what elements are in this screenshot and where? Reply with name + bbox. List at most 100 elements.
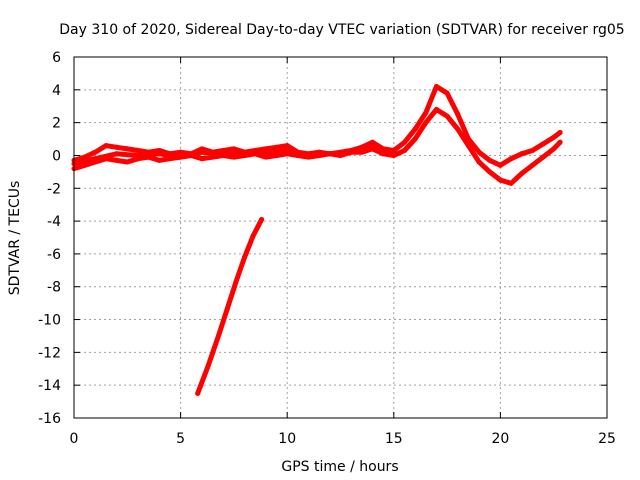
data-point bbox=[423, 120, 429, 126]
data-point bbox=[370, 144, 375, 150]
data-point bbox=[82, 162, 88, 168]
data-point bbox=[465, 143, 471, 149]
data-point bbox=[103, 143, 109, 149]
data-point bbox=[259, 217, 265, 222]
data-series bbox=[71, 84, 563, 396]
data-point bbox=[199, 156, 205, 162]
data-point bbox=[114, 144, 120, 150]
data-point bbox=[497, 177, 503, 183]
data-point bbox=[497, 162, 503, 168]
y-tick-label: 4 bbox=[52, 83, 61, 99]
y-tick-label: -8 bbox=[47, 280, 61, 296]
y-tick-label: -6 bbox=[47, 247, 61, 263]
data-point bbox=[402, 148, 407, 153]
grid bbox=[74, 57, 607, 418]
data-point bbox=[178, 149, 184, 155]
data-point bbox=[487, 169, 493, 175]
data-point bbox=[444, 90, 450, 96]
data-point bbox=[225, 305, 230, 311]
data-point bbox=[508, 180, 514, 186]
data-point bbox=[391, 149, 397, 155]
data-point bbox=[156, 151, 162, 157]
x-tick-label: 10 bbox=[278, 431, 296, 447]
data-point bbox=[551, 146, 557, 152]
y-tick-label: 2 bbox=[52, 116, 61, 132]
y-tick-label: -14 bbox=[38, 378, 61, 394]
data-point bbox=[433, 107, 439, 112]
x-axis-label: GPS time / hours bbox=[281, 459, 398, 475]
data-point bbox=[412, 136, 418, 142]
data-point bbox=[455, 111, 461, 117]
data-point bbox=[114, 157, 120, 163]
y-axis-label: SDTVAR / TECUs bbox=[7, 181, 23, 296]
y-tick-label: -16 bbox=[38, 411, 61, 427]
data-point bbox=[306, 153, 311, 158]
data-point bbox=[508, 156, 514, 162]
data-point bbox=[92, 156, 98, 162]
series-line bbox=[195, 217, 265, 396]
y-tick-label: -12 bbox=[38, 345, 61, 361]
data-point bbox=[433, 84, 439, 89]
data-point bbox=[551, 134, 557, 140]
data-point bbox=[557, 130, 563, 135]
data-point bbox=[423, 110, 429, 116]
data-point bbox=[263, 146, 269, 152]
data-point bbox=[114, 151, 120, 157]
data-point bbox=[178, 154, 184, 160]
data-point bbox=[476, 149, 482, 155]
data-point bbox=[220, 151, 226, 157]
data-point bbox=[370, 139, 375, 145]
data-point bbox=[402, 139, 407, 145]
data-point bbox=[327, 151, 333, 157]
data-point bbox=[519, 171, 525, 176]
series-line bbox=[71, 144, 397, 167]
x-tick-label: 5 bbox=[176, 431, 185, 447]
data-point bbox=[124, 146, 130, 152]
data-point bbox=[540, 154, 546, 160]
data-point bbox=[444, 113, 450, 119]
data-point bbox=[205, 363, 211, 368]
data-point bbox=[242, 149, 248, 155]
data-point bbox=[92, 149, 98, 155]
data-point bbox=[250, 233, 256, 239]
data-point bbox=[231, 146, 237, 152]
data-point bbox=[455, 126, 461, 132]
data-point bbox=[557, 139, 563, 145]
data-point bbox=[263, 151, 269, 157]
axis-ticks bbox=[73, 56, 608, 419]
data-point bbox=[156, 157, 162, 163]
y-tick-label: -10 bbox=[38, 313, 61, 329]
chart-title: Day 310 of 2020, Sidereal Day-to-day VTE… bbox=[59, 22, 624, 38]
y-tick-label: 6 bbox=[52, 50, 61, 66]
data-point bbox=[284, 143, 290, 149]
data-point bbox=[135, 153, 141, 158]
data-point bbox=[487, 157, 493, 163]
data-point bbox=[540, 141, 546, 147]
data-point bbox=[231, 154, 237, 160]
data-point bbox=[233, 279, 239, 285]
data-point bbox=[529, 162, 535, 168]
data-point bbox=[274, 144, 279, 150]
x-tick-label: 15 bbox=[385, 431, 403, 447]
plot-frame bbox=[73, 56, 608, 419]
y-tick-label: 0 bbox=[52, 148, 61, 164]
data-point bbox=[348, 149, 354, 155]
data-point bbox=[529, 148, 535, 153]
data-point bbox=[210, 154, 216, 160]
data-point bbox=[135, 148, 141, 153]
data-point bbox=[476, 159, 482, 165]
data-point bbox=[242, 254, 248, 260]
tick-labels: 0 5 10 15 20 25 -16 -14 -12 -10 -8 -6 -4 -2 0 2 4 6 bbox=[38, 50, 616, 447]
x-tick-label: 25 bbox=[598, 431, 616, 447]
data-point bbox=[195, 390, 201, 396]
data-point bbox=[519, 151, 525, 157]
y-tick-label: -2 bbox=[47, 181, 61, 197]
series-line bbox=[71, 107, 563, 186]
x-tick-label: 0 bbox=[70, 431, 79, 447]
data-point bbox=[284, 148, 290, 153]
data-point bbox=[124, 159, 130, 165]
data-point bbox=[412, 126, 418, 132]
data-point bbox=[216, 331, 222, 337]
data-point bbox=[199, 149, 205, 155]
